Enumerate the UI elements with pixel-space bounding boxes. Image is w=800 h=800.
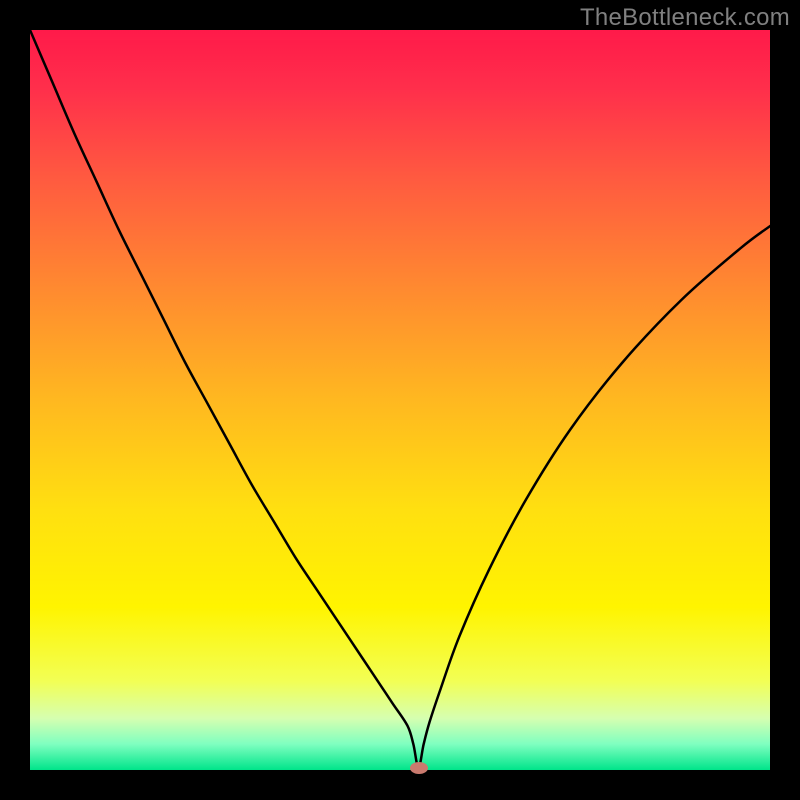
bottleneck-curve: [30, 30, 770, 768]
watermark-text: TheBottleneck.com: [580, 4, 790, 32]
minimum-marker: [410, 762, 428, 774]
plot-area: [30, 30, 770, 770]
chart-frame: TheBottleneck.com: [0, 0, 800, 800]
plot-svg: [30, 30, 770, 770]
